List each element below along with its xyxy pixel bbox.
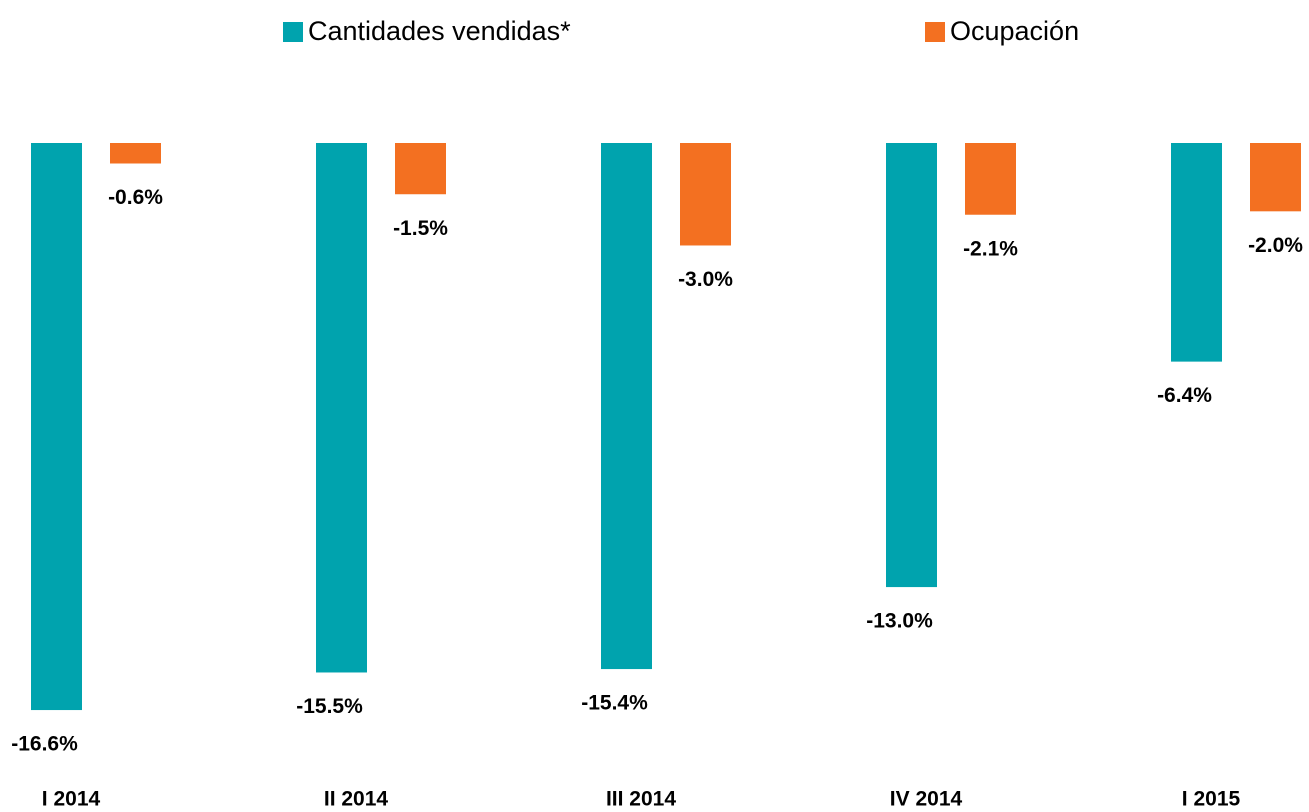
legend-label: Ocupación [950, 16, 1079, 46]
data-label: -13.0% [866, 610, 933, 633]
legend-swatch [283, 22, 303, 42]
bar [395, 143, 446, 195]
bar [965, 143, 1016, 215]
bar [601, 143, 652, 670]
bar [316, 143, 367, 673]
bar [110, 143, 161, 164]
data-label: -16.6% [11, 733, 78, 756]
bar [1250, 143, 1301, 212]
legend-swatch [925, 22, 945, 42]
data-label: -1.5% [393, 217, 448, 240]
data-label: -2.1% [963, 237, 1018, 260]
data-label: -3.0% [678, 268, 733, 291]
data-label: -6.4% [1157, 384, 1212, 407]
bar [31, 143, 82, 711]
data-label: -0.6% [108, 186, 163, 209]
x-tick-label: I 2015 [1182, 788, 1241, 811]
data-label: -15.4% [581, 692, 648, 715]
x-tick-label: II 2014 [324, 788, 389, 811]
x-tick-label: IV 2014 [890, 788, 963, 811]
x-tick-label: I 2014 [42, 788, 101, 811]
x-tick-label: III 2014 [606, 788, 676, 811]
data-label: -2.0% [1248, 234, 1303, 257]
legend-label: Cantidades vendidas* [308, 16, 571, 46]
bar [680, 143, 731, 246]
bar [886, 143, 937, 588]
data-label: -15.5% [296, 695, 363, 718]
bar [1171, 143, 1222, 362]
